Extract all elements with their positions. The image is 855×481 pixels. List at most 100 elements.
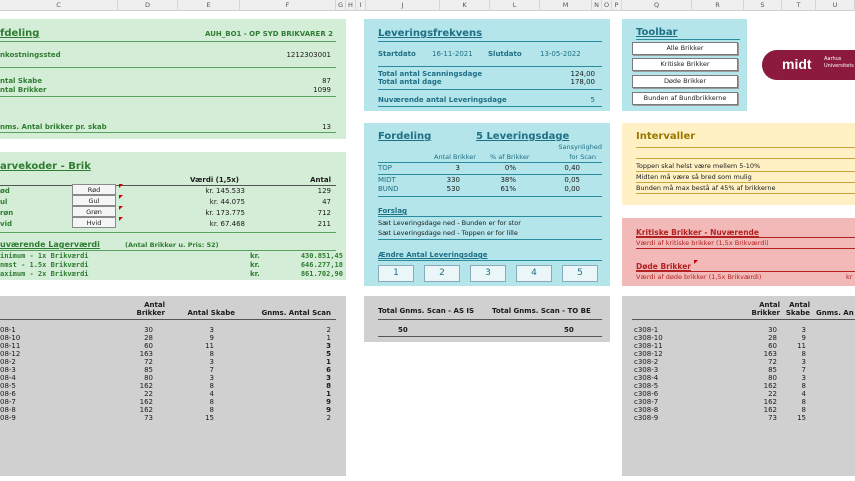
lager-row-label: inimum - 1x Brikværdi (0, 252, 89, 260)
divider (0, 67, 336, 68)
row-scan: 1 (326, 334, 331, 342)
fordeling-row-pct: 0% (504, 164, 516, 172)
leveringsdage-1-button[interactable]: 1 (378, 265, 414, 282)
farve-row-value: kr. 67.468 (209, 220, 245, 228)
col-header-d[interactable]: D (118, 0, 178, 11)
tobe-label: Total Gnms. Scan - TO BE (492, 307, 591, 315)
row-brikker: 162 (139, 382, 153, 390)
lager-row-kr: kr. (250, 270, 260, 278)
farve-hvid-button[interactable]: Hvid (72, 217, 116, 228)
fordeling-row-name: TOP (378, 164, 393, 172)
col-header-p[interactable]: P (612, 0, 622, 11)
farve-rod-button[interactable]: Rød (72, 184, 116, 195)
divider (0, 41, 336, 42)
col-header-gnms: Gnms. An (816, 309, 854, 317)
fordeling-row-antal: 3 (455, 164, 460, 172)
row-name: c308-12 (634, 350, 663, 358)
afdeling-panel: fdeling AUH_BO1 - OP SYD BRIKVARER 2 nko… (0, 19, 346, 139)
row-skabe: 3 (801, 358, 806, 366)
row-name: c308-9 (634, 414, 659, 422)
row-brikker: 22 (144, 390, 153, 398)
col-header-k[interactable]: K (440, 0, 490, 11)
row-skabe: 3 (801, 326, 806, 334)
row-name: 08-1 (0, 326, 16, 334)
col-header-f[interactable]: F (240, 0, 336, 11)
row-skabe: 15 (797, 414, 806, 422)
col-header-e[interactable]: E (178, 0, 240, 11)
row-name: 08-11 (0, 342, 21, 350)
gnms-brikker-label: nms. Antal brikker pr. skab (0, 123, 107, 131)
col-header-n[interactable]: N (592, 0, 602, 11)
col-header-s[interactable]: S (744, 0, 782, 11)
kritiske-brikker-button[interactable]: Kritiske Brikker (632, 58, 738, 71)
col-header-t[interactable]: T (782, 0, 816, 11)
row-name: c308-1 (634, 326, 659, 334)
row-name: c308-3 (634, 366, 659, 374)
row-brikker: 60 (144, 342, 153, 350)
tobe-value: 50 (564, 326, 574, 334)
fordeling-panel: Fordeling 5 Leveringsdage Sansynlighed A… (364, 123, 610, 286)
col-header-antal-brikker: Antal Brikker (434, 153, 476, 161)
antal-skabe-label: ntal Skabe (0, 77, 43, 85)
leveringsdage-4-button[interactable]: 4 (516, 265, 552, 282)
bunden-af-bundbrikkerne-button[interactable]: Bunden af Bundbrikkerne (632, 92, 738, 105)
total-dage-label: Total antal dage (378, 78, 442, 86)
divider (378, 239, 602, 240)
col-header-r[interactable]: R (692, 0, 744, 11)
row-name: 08-8 (0, 406, 16, 414)
col-header-j[interactable]: J (366, 0, 440, 11)
row-name: c308-2 (634, 358, 659, 366)
farve-gul-button[interactable]: Gul (72, 195, 116, 206)
row-name: c308-5 (634, 382, 659, 390)
col-header-o[interactable]: O (602, 0, 612, 11)
farve-gron-button[interactable]: Grøn (72, 206, 116, 217)
row-skabe: 11 (205, 342, 214, 350)
omkostningssted-label: nkostningssted (0, 51, 61, 59)
row-brikker: 162 (763, 398, 777, 406)
asis-label: Total Gnms. Scan - AS IS (378, 307, 475, 315)
leveringsdage-label: Nuværende antal Leveringsdage (378, 96, 507, 104)
startdato-label: Startdato (378, 50, 416, 58)
col-header-c[interactable]: C (0, 0, 118, 11)
scan-summary-panel: Total Gnms. Scan - AS IS Total Gnms. Sca… (364, 296, 610, 342)
leveringsdage-5-button[interactable]: 5 (562, 265, 598, 282)
doede-brikker-button[interactable]: Døde Brikker (632, 75, 738, 88)
col-header-m[interactable]: M (540, 0, 592, 11)
midt-logo: midt Aarhus Universitets (762, 50, 855, 80)
total-dage-value: 178,00 (570, 78, 596, 86)
row-name: c308-6 (634, 390, 659, 398)
fordeling-row-name: MIDT (378, 176, 396, 184)
forslag-line: Sæt Leveringsdage ned - Toppen er for li… (378, 229, 518, 237)
row-skabe: 8 (209, 398, 214, 406)
toolbar-title: Toolbar (636, 27, 678, 38)
col-header-antal: Antal (789, 301, 810, 309)
row-brikker: 162 (139, 406, 153, 414)
col-header-antal: Antal (310, 176, 331, 184)
col-header-u[interactable]: U (816, 0, 855, 11)
column-header-bar: C D E F G H I J K L M N O P Q R S T U (0, 0, 855, 11)
col-header-h[interactable]: H (346, 0, 356, 11)
row-skabe: 3 (209, 326, 214, 334)
row-brikker: 73 (768, 414, 777, 422)
leveringsdage-2-button[interactable]: 2 (424, 265, 460, 282)
row-skabe: 8 (801, 350, 806, 358)
col-header-g[interactable]: G (336, 0, 346, 11)
toolbar-panel: Toolbar Alle Brikker Kritiske Brikker Dø… (622, 19, 747, 111)
col-header-i[interactable]: I (356, 0, 366, 11)
leveringsfrekvens-title: Leveringsfrekvens (378, 28, 483, 39)
fordeling-row-antal: 330 (446, 176, 460, 184)
fordeling-title: Fordeling (378, 131, 432, 142)
row-brikker: 80 (768, 374, 777, 382)
col-header-q[interactable]: Q (622, 0, 692, 11)
col-header-l[interactable]: L (490, 0, 540, 11)
row-name: 08-12 (0, 350, 21, 358)
slutdato-value: 13-05-2022 (540, 50, 581, 58)
row-brikker: 73 (144, 414, 153, 422)
left-table-panel: Antal Brikker Antal Skabe Gnms. Antal Sc… (0, 296, 346, 476)
row-name: 08-9 (0, 414, 16, 422)
fordeling-row-sans: 0,00 (564, 185, 580, 193)
alle-brikker-button[interactable]: Alle Brikker (632, 42, 738, 55)
fordeling-row-antal: 530 (446, 185, 460, 193)
leveringsdage-3-button[interactable]: 3 (470, 265, 506, 282)
row-scan: 8 (326, 382, 331, 390)
